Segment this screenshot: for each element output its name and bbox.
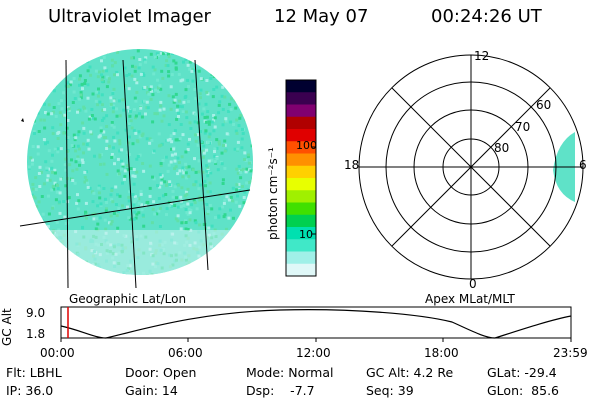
colorbar-tick-100: 100 [296,139,317,152]
colorbar-segment [286,251,316,265]
gc-alt-ylabel: GC Alt [0,308,14,346]
gc-alt-curve [60,309,572,339]
colorbar-segment [286,178,316,191]
colorbar-segment [286,165,316,179]
colorbar-segment [286,104,316,118]
colorbar-segment [286,92,316,105]
colorbar-segment [286,190,316,203]
status-gc-alt: GC Alt: 4.2 Re [366,365,454,380]
gc-alt-frame [60,306,572,339]
status-mode: Mode: Normal [246,365,334,380]
gc-alt-xtick-0000: 00:00 [40,346,75,360]
gc-alt-xtick-1800: 18:00 [424,346,459,360]
status-flt: Flt: LBHL [6,365,62,380]
date-label: 12 May 07 [274,6,369,27]
status-glon: GLon: 85.6 [487,383,559,398]
mlt-label-6: 6 [579,158,587,172]
colorbar-segment [286,227,316,240]
coastline-fragment [21,118,24,122]
colorbar-segment [286,80,316,93]
colorbar-segment [286,202,316,216]
colorbar-segment [286,129,316,142]
colorbar-segment [286,214,316,228]
mlt-label-12: 12 [474,49,490,63]
status-seq: Seq: 39 [366,383,414,398]
status-dsp: Dsp: -7.7 [246,383,315,398]
lat-label-80: 80 [494,141,510,155]
gc-alt-xtick-1200: 12:00 [296,346,331,360]
polar-plot-caption: Apex MLat/MLT [425,292,515,306]
mlt-label-0: 0 [469,277,477,291]
colorbar-segment [286,141,316,154]
meridian-diag-2 [391,87,551,247]
left-panel-caption: Geographic Lat/Lon [69,292,187,306]
uv-image-panel [19,49,253,289]
colorbar-segment [286,239,316,252]
status-door: Door: Open [125,365,197,380]
status-gain: Gain: 14 [125,383,178,398]
instrument-title: Ultraviolet Imager [48,6,211,27]
colorbar-segment [286,153,316,167]
status-ip: IP: 36.0 [6,383,54,398]
status-glat: GLat: -29.4 [487,365,557,380]
uv-image-disk [27,49,253,275]
colorbar-unit-label: photon cm⁻²s⁻¹ [266,147,280,240]
gc-alt-plot [60,306,572,342]
polar-plot [358,54,584,280]
gc-alt-ytick-1-8: 1.8 [26,327,46,341]
colorbar-gradient [286,80,316,277]
gc-alt-xtick-0600: 06:00 [168,346,203,360]
lat-label-60: 60 [536,98,552,112]
geographic-grid-lines [19,59,251,289]
mlt-label-18: 18 [344,158,360,172]
gc-alt-xtick-2359: 23:59 [553,346,588,360]
time-label: 00:24:26 UT [431,6,542,27]
colorbar-segment [286,116,316,130]
colorbar-tick-10: 10 [299,228,313,241]
colorbar-segment [286,263,316,277]
lat-label-70: 70 [515,120,531,134]
colorbar [285,79,317,277]
gc-alt-ytick-9: 9.0 [26,306,46,320]
